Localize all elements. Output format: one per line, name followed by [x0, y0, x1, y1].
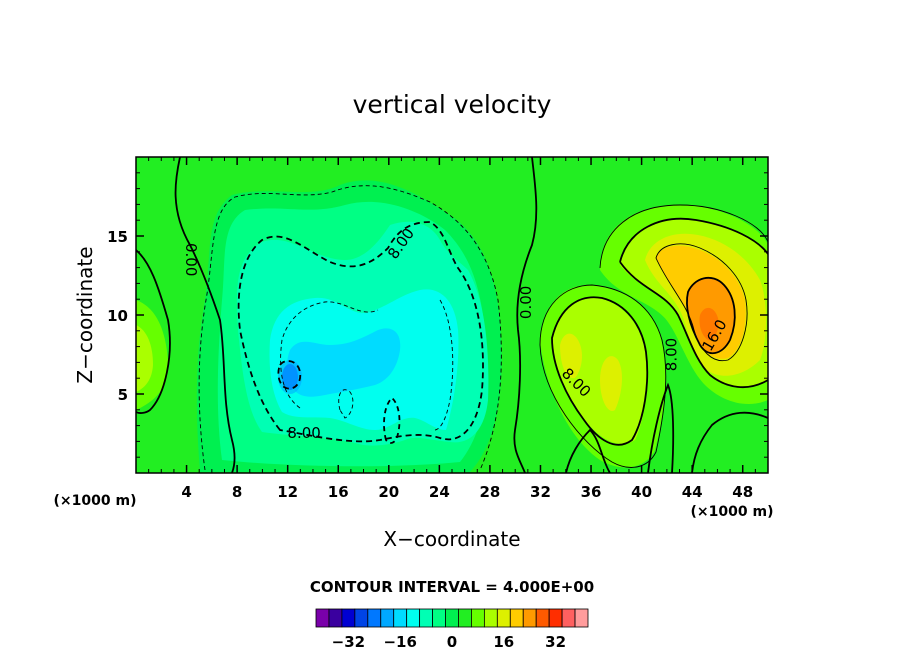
colorbar-swatch — [574, 608, 589, 628]
colorbar-tick-label: 0 — [447, 633, 457, 651]
x-tick-label: 40 — [631, 483, 652, 501]
contour-zero-left — [174, 157, 236, 473]
contour-neg12 — [280, 301, 379, 409]
colorbar-swatch — [458, 608, 472, 628]
contour-neg-cell-2 — [383, 396, 401, 444]
x-tick-label: 8 — [232, 483, 242, 501]
colorbar-swatch — [367, 608, 382, 628]
x-tick-label: 12 — [277, 483, 298, 501]
contour-neg-cell-3 — [338, 389, 354, 419]
colorbar-swatch — [419, 608, 433, 628]
colorbar-swatch — [509, 608, 524, 628]
x-unit-right: (×1000 m) — [691, 504, 774, 520]
field-downdraft-min — [287, 328, 401, 397]
x-tick-label: 20 — [378, 483, 399, 501]
contour-pos8-rightcell-b — [619, 261, 768, 389]
colorbar-swatch — [432, 608, 446, 628]
contour-label: 0.00 — [517, 286, 535, 319]
colorbar-swatch — [522, 608, 537, 628]
x-tick-label: 44 — [682, 483, 703, 501]
x-tick-label: 24 — [429, 483, 450, 501]
contour-neg4 — [198, 185, 502, 471]
colorbar-tick-label: 16 — [493, 633, 514, 651]
x-ticks: 4 8 12 16 20 24 28 32 36 40 44 48 — [148, 157, 756, 501]
colorbar-swatch — [548, 608, 563, 628]
chart-title: vertical velocity — [353, 90, 552, 119]
contour-lines — [136, 157, 768, 473]
x-tick-label: 36 — [581, 483, 602, 501]
colorbar-swatch — [496, 608, 511, 628]
x-tick-label: 32 — [530, 483, 551, 501]
colorbar-swatch — [483, 608, 498, 628]
contour-neg8 — [237, 221, 484, 443]
x-tick-label: 28 — [479, 483, 500, 501]
colorbar-swatch — [406, 608, 421, 628]
colorbar-swatch — [445, 608, 459, 628]
contour-pos16-rightcell — [686, 276, 736, 354]
contour-interval-label: CONTOUR INTERVAL = 4.000E+00 — [310, 578, 594, 596]
field-updraft-left-mid — [552, 297, 647, 444]
contour-pos4-rightcell — [599, 204, 768, 269]
contour-label: 8.00 — [287, 424, 320, 442]
x-tick-label: 48 — [732, 483, 753, 501]
contour-label: 0.00 — [182, 243, 200, 276]
colorbar-swatch — [393, 608, 408, 628]
contour-pos8-leftcell — [551, 296, 649, 446]
colorbar-tick-label: −32 — [332, 633, 365, 651]
x-tick-label: 16 — [328, 483, 349, 501]
contour-label: 8.00 — [662, 338, 680, 371]
field-updraft-right-peak-2 — [699, 307, 719, 341]
y-tick-label: 5 — [118, 386, 128, 404]
y-ticks: 5 10 15 — [107, 172, 768, 458]
field-updraft-left-inner-2 — [600, 356, 622, 411]
colorbar-swatch — [471, 608, 485, 628]
colorbar-tick-label: −16 — [383, 633, 416, 651]
colorbar-swatch — [380, 608, 395, 628]
colorbar: −32 −16 0 16 32 — [315, 608, 589, 651]
colorbar-swatch — [341, 608, 356, 628]
y-axis-label: Z−coordinate — [73, 246, 97, 383]
contour-lower-right-wiggle — [565, 428, 611, 473]
x-unit-left: (×1000 m) — [54, 493, 137, 509]
field-left-edge-yellow — [136, 325, 153, 392]
contour-zero-left-edge — [136, 249, 171, 414]
colorbar-tick-label: 32 — [545, 633, 566, 651]
contour-lower-right-wiggle-3 — [691, 411, 768, 473]
colorbar-swatch — [328, 608, 343, 628]
field-updraft-left-inner — [560, 333, 582, 379]
colorbar-swatch — [315, 608, 330, 628]
colorbar-swatch — [354, 608, 369, 628]
contour-neg-cell — [277, 360, 302, 390]
contour-zero-mid — [513, 157, 538, 473]
contour-lower-right-wiggle-2 — [647, 382, 675, 473]
colorbar-swatch — [535, 608, 550, 628]
x-axis-label: X−coordinate — [383, 527, 520, 551]
y-tick-label: 10 — [107, 307, 128, 325]
x-tick-label: 4 — [181, 483, 191, 501]
y-tick-label: 15 — [107, 228, 128, 246]
colorbar-swatch — [561, 608, 576, 628]
contour-pos8-rightcell — [619, 217, 768, 263]
